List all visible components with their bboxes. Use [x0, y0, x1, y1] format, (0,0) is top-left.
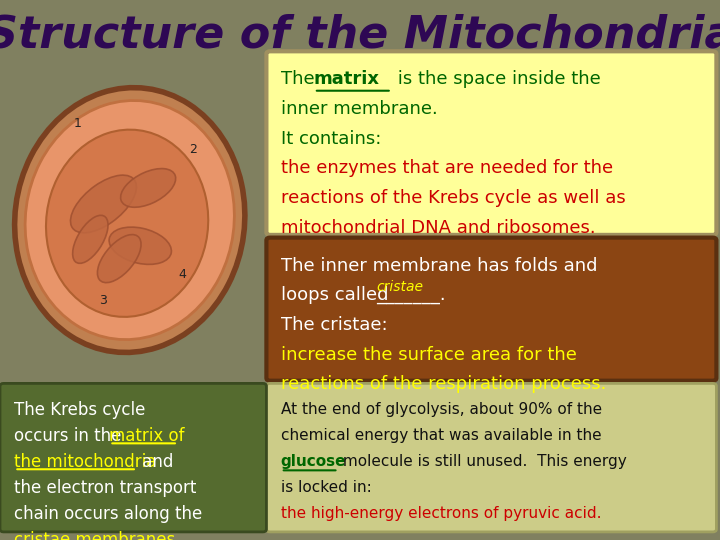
- Text: glucose: glucose: [281, 454, 346, 469]
- Text: inner membrane.: inner membrane.: [281, 100, 438, 118]
- Ellipse shape: [73, 215, 108, 264]
- Text: mitochondrial DNA and ribosomes.: mitochondrial DNA and ribosomes.: [281, 219, 595, 237]
- Text: molecule is still unused.  This energy: molecule is still unused. This energy: [338, 454, 627, 469]
- Text: is locked in:: is locked in:: [281, 480, 372, 495]
- Text: The: The: [281, 70, 320, 88]
- Text: cristae membranes.: cristae membranes.: [14, 531, 181, 540]
- FancyBboxPatch shape: [266, 51, 716, 235]
- Text: _______.: _______.: [377, 286, 446, 304]
- Ellipse shape: [97, 234, 141, 282]
- Text: matrix of: matrix of: [109, 427, 185, 445]
- Ellipse shape: [25, 100, 234, 340]
- Text: the high-energy electrons of pyruvic acid.: the high-energy electrons of pyruvic aci…: [281, 506, 601, 521]
- Text: The cristae:: The cristae:: [281, 316, 387, 334]
- Ellipse shape: [121, 168, 176, 207]
- Ellipse shape: [109, 227, 171, 265]
- Text: cristae: cristae: [377, 280, 423, 294]
- Text: increase the surface area for the: increase the surface area for the: [281, 346, 577, 363]
- Text: chain occurs along the: chain occurs along the: [14, 505, 202, 523]
- Text: occurs in the: occurs in the: [14, 427, 127, 445]
- FancyBboxPatch shape: [266, 238, 716, 381]
- Text: The Krebs cycle: The Krebs cycle: [14, 401, 145, 419]
- Text: 3: 3: [99, 294, 107, 307]
- Ellipse shape: [14, 87, 245, 353]
- Text: chemical energy that was available in the: chemical energy that was available in th…: [281, 428, 601, 443]
- Text: the mitochondria: the mitochondria: [14, 453, 157, 471]
- Text: The inner membrane has folds and: The inner membrane has folds and: [281, 256, 598, 274]
- Text: Structure of the Mitochondria: Structure of the Mitochondria: [0, 14, 720, 57]
- Text: matrix: matrix: [314, 70, 380, 88]
- Ellipse shape: [46, 130, 208, 317]
- Text: 2: 2: [189, 143, 197, 156]
- Text: is the space inside the: is the space inside the: [392, 70, 601, 88]
- Text: 1: 1: [73, 117, 81, 130]
- Ellipse shape: [71, 175, 137, 233]
- FancyBboxPatch shape: [266, 383, 716, 532]
- Text: reactions of the Krebs cycle as well as: reactions of the Krebs cycle as well as: [281, 189, 626, 207]
- Text: At the end of glycolysis, about 90% of the: At the end of glycolysis, about 90% of t…: [281, 402, 602, 417]
- FancyBboxPatch shape: [0, 383, 266, 532]
- Text: the enzymes that are needed for the: the enzymes that are needed for the: [281, 159, 613, 177]
- Text: reactions of the respiration process.: reactions of the respiration process.: [281, 375, 606, 393]
- Text: the electron transport: the electron transport: [14, 479, 197, 497]
- Text: and: and: [137, 453, 174, 471]
- Text: 4: 4: [179, 268, 186, 281]
- Text: It contains:: It contains:: [281, 130, 381, 147]
- Text: loops called: loops called: [281, 286, 394, 304]
